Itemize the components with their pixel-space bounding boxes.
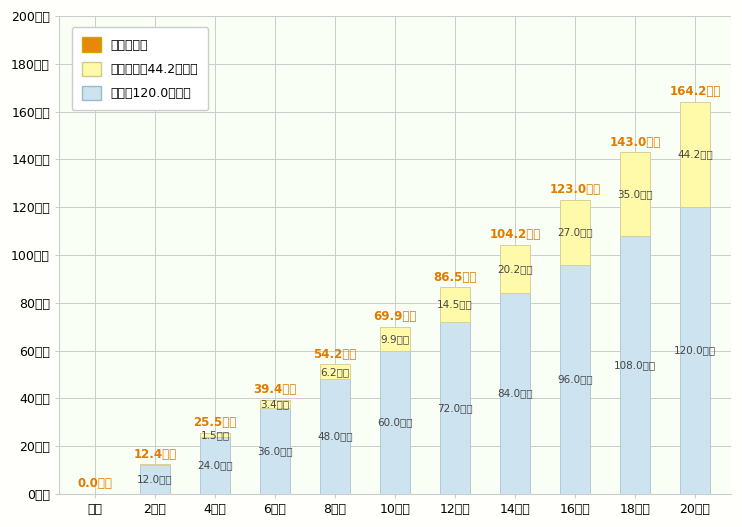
Bar	[560, 265, 590, 494]
Bar	[440, 322, 470, 494]
Text: 123.0万円: 123.0万円	[549, 183, 600, 197]
Text: 104.2万円: 104.2万円	[489, 228, 541, 241]
Text: 9.9万円: 9.9万円	[381, 334, 410, 344]
Bar	[680, 102, 710, 207]
Bar	[620, 152, 650, 236]
Bar	[200, 436, 230, 494]
Bar	[620, 236, 650, 494]
Bar	[560, 200, 590, 265]
Text: 25.5万円: 25.5万円	[194, 416, 237, 430]
Text: 36.0万円: 36.0万円	[257, 446, 293, 456]
Bar	[140, 464, 170, 465]
Text: 48.0万円: 48.0万円	[317, 432, 352, 442]
Bar	[500, 245, 530, 293]
Text: 14.5万円: 14.5万円	[437, 299, 473, 309]
Text: 54.2万円: 54.2万円	[313, 348, 357, 361]
Text: 20.2万円: 20.2万円	[497, 264, 533, 274]
Bar	[200, 433, 230, 436]
Text: 143.0万円: 143.0万円	[609, 135, 660, 149]
Bar	[380, 350, 410, 494]
Text: 84.0万円: 84.0万円	[497, 388, 533, 398]
Bar	[320, 364, 350, 379]
Text: 72.0万円: 72.0万円	[437, 403, 473, 413]
Text: 86.5万円: 86.5万円	[433, 271, 476, 284]
Bar	[260, 400, 290, 408]
Bar	[260, 408, 290, 494]
Text: 108.0万円: 108.0万円	[614, 360, 656, 370]
Text: 0.0万円: 0.0万円	[78, 477, 113, 490]
Text: 3.4万円: 3.4万円	[260, 399, 289, 409]
Bar	[380, 327, 410, 350]
Text: 6.2万円: 6.2万円	[321, 367, 349, 377]
Text: 44.2万円: 44.2万円	[677, 150, 713, 160]
Bar	[500, 293, 530, 494]
Legend: 金額の推移, 運用収益（44.2万円）, 元本（120.0万円）: 金額の推移, 運用収益（44.2万円）, 元本（120.0万円）	[72, 27, 209, 111]
Text: 120.0万円: 120.0万円	[674, 346, 716, 356]
Text: 60.0万円: 60.0万円	[377, 417, 413, 427]
Text: 39.4万円: 39.4万円	[253, 383, 297, 396]
Bar	[680, 207, 710, 494]
Text: 24.0万円: 24.0万円	[197, 460, 233, 470]
Text: 164.2万円: 164.2万円	[669, 85, 720, 98]
Bar	[440, 287, 470, 322]
Text: 12.4万円: 12.4万円	[134, 447, 177, 461]
Text: 1.5万円: 1.5万円	[200, 430, 229, 440]
Text: 69.9万円: 69.9万円	[373, 310, 417, 323]
Text: 96.0万円: 96.0万円	[557, 374, 593, 384]
Text: 35.0万円: 35.0万円	[617, 189, 653, 199]
Text: 27.0万円: 27.0万円	[557, 227, 593, 237]
Text: 12.0万円: 12.0万円	[137, 474, 173, 484]
Bar	[140, 465, 170, 494]
Bar	[320, 379, 350, 494]
